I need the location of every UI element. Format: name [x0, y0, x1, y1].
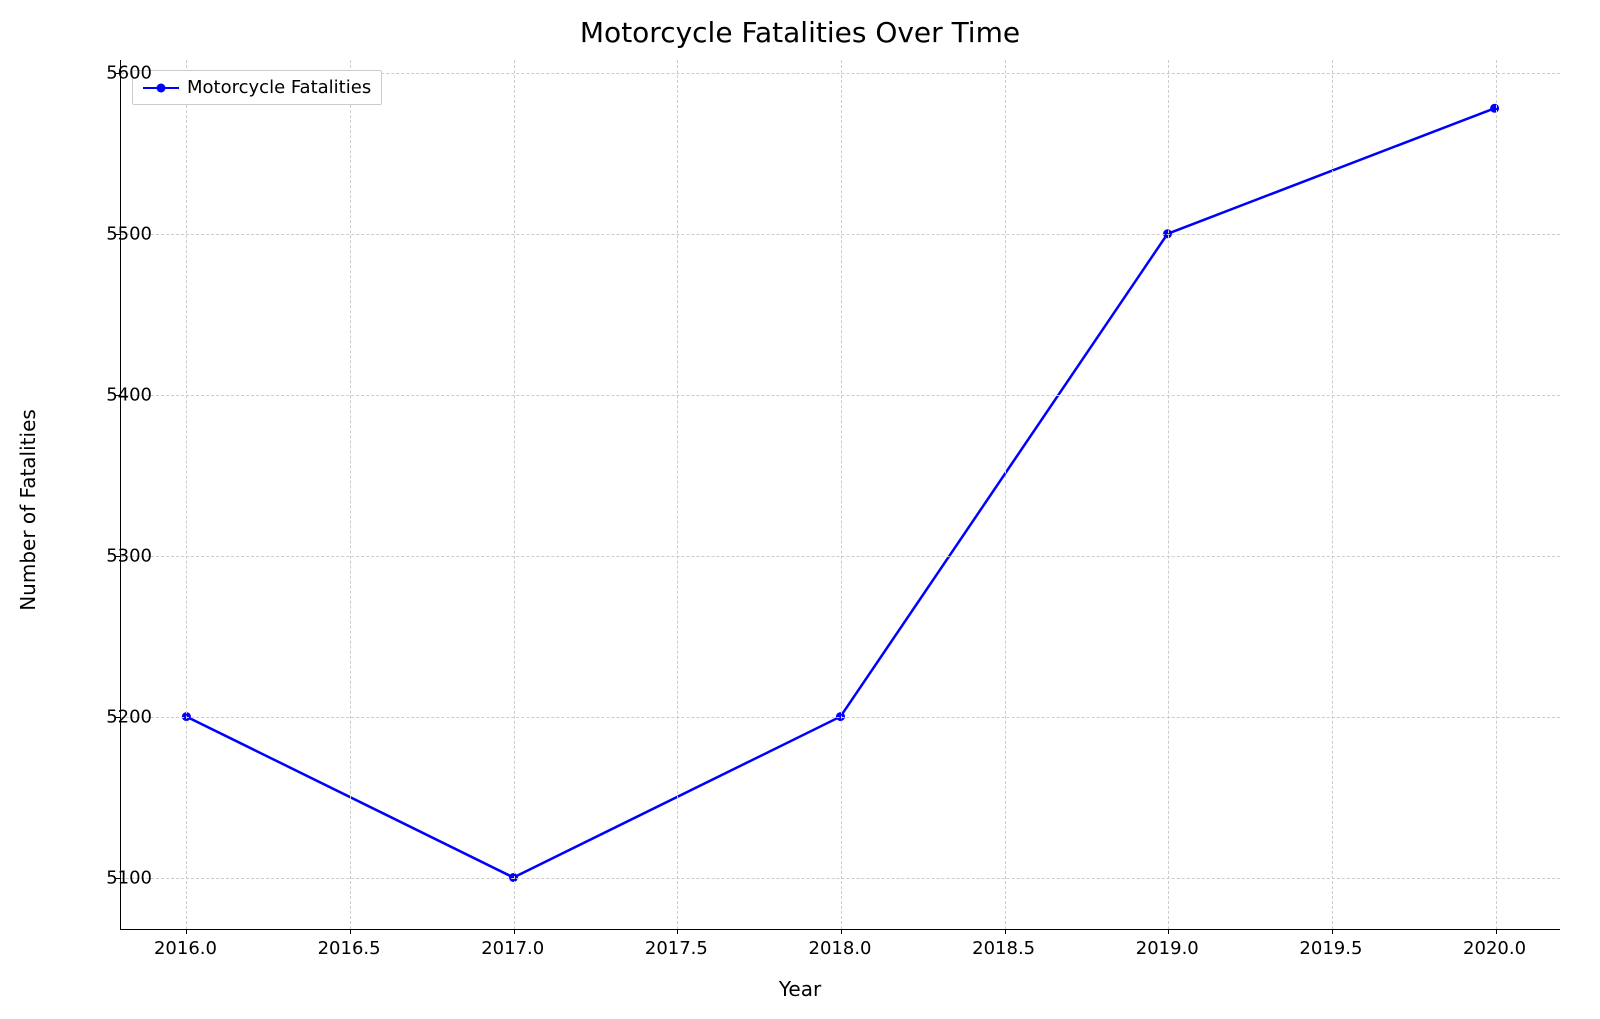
x-axis-label: Year: [779, 977, 821, 1001]
x-tick-mark: [1005, 929, 1006, 934]
x-tick-label: 2019.5: [1299, 938, 1362, 959]
plot-area: [120, 60, 1560, 930]
y-axis-label: Number of Fatalities: [16, 409, 40, 611]
y-tick-label: 5300: [106, 546, 152, 567]
y-tick-label: 5400: [106, 385, 152, 406]
x-tick-mark: [1168, 929, 1169, 934]
x-tick-mark: [514, 929, 515, 934]
x-tick-label: 2018.5: [972, 938, 1035, 959]
x-tick-label: 2016.5: [318, 938, 381, 959]
x-tick-mark: [841, 929, 842, 934]
y-tick-label: 5600: [106, 62, 152, 83]
legend-line: [143, 87, 179, 89]
chart-title: Motorcycle Fatalities Over Time: [580, 16, 1020, 49]
x-tick-label: 2020.0: [1463, 938, 1526, 959]
legend-label: Motorcycle Fatalities: [187, 77, 371, 98]
x-tick-mark: [350, 929, 351, 934]
gridline-v: [841, 60, 842, 929]
gridline-v: [514, 60, 515, 929]
gridline-v: [1005, 60, 1006, 929]
x-tick-label: 2017.5: [645, 938, 708, 959]
y-tick-label: 5100: [106, 868, 152, 889]
y-tick-label: 5200: [106, 707, 152, 728]
x-tick-label: 2016.0: [154, 938, 217, 959]
x-tick-mark: [677, 929, 678, 934]
x-tick-label: 2017.0: [481, 938, 544, 959]
x-tick-label: 2019.0: [1136, 938, 1199, 959]
gridline-v: [1496, 60, 1497, 929]
legend: Motorcycle Fatalities: [132, 70, 382, 105]
chart-container: Motorcycle Fatalities Over Time Number o…: [0, 0, 1600, 1019]
gridline-v: [677, 60, 678, 929]
gridline-v: [1332, 60, 1333, 929]
y-tick-label: 5500: [106, 224, 152, 245]
gridline-v: [350, 60, 351, 929]
legend-marker-icon: [157, 83, 166, 92]
gridline-v: [1168, 60, 1169, 929]
x-tick-mark: [1332, 929, 1333, 934]
gridline-v: [186, 60, 187, 929]
x-tick-mark: [1496, 929, 1497, 934]
x-tick-label: 2018.0: [809, 938, 872, 959]
x-tick-mark: [186, 929, 187, 934]
